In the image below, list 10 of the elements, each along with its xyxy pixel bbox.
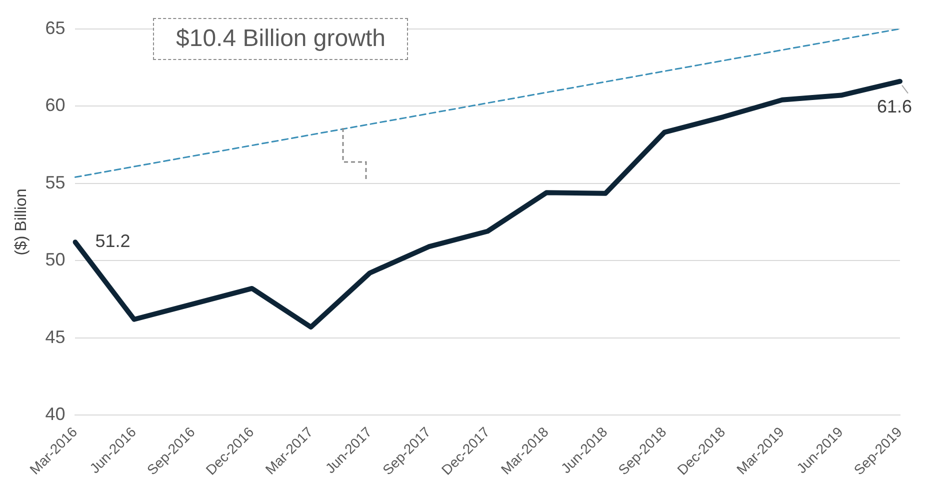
y-tick-label: 60 (45, 95, 66, 116)
annotation: $10.4 Billion growth (153, 18, 408, 60)
y-tick-label: 50 (45, 250, 66, 270)
y-tick-label: 55 (45, 172, 66, 192)
y-axis-title: ($) Billion (13, 188, 30, 256)
y-tick-label: 65 (45, 18, 66, 38)
data-label: 61.6 (876, 96, 912, 116)
y-tick-label: 45 (45, 326, 66, 347)
data-label: 51.2 (95, 231, 130, 252)
y-tick-label: 40 (45, 404, 66, 424)
